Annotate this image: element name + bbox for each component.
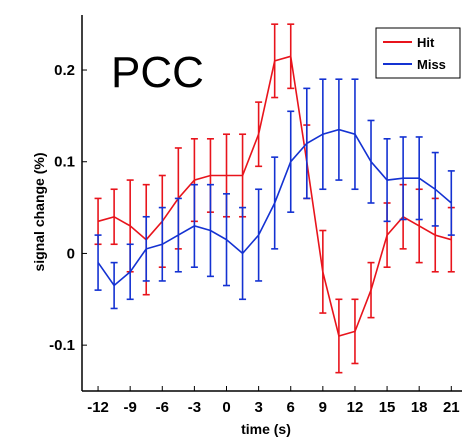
legend-box [375, 27, 461, 79]
x-tick-label: 9 [319, 399, 327, 416]
y-tick-label: 0.1 [54, 154, 75, 171]
axes [81, 15, 462, 392]
x-tick-label: 15 [379, 399, 396, 416]
x-tick-label: -12 [87, 399, 109, 416]
y-axis-label: signal change (%) [31, 152, 47, 271]
x-tick-label: 3 [254, 399, 262, 416]
x-ticks: -12 -9 -6 -3 0 3 6 9 12 15 18 21 [87, 386, 460, 416]
x-tick-label: 0 [222, 399, 230, 416]
x-tick-label: 6 [287, 399, 295, 416]
y-tick-label: 0.2 [54, 62, 75, 79]
y-tick-label: -0.1 [49, 337, 75, 354]
hit-legend-label: Hit [417, 35, 435, 50]
x-tick-label: -3 [188, 399, 201, 416]
panel-title: PCC [111, 48, 204, 97]
x-tick-label: 12 [347, 399, 364, 416]
x-axis-label: time (s) [241, 421, 291, 437]
miss-series [94, 78, 455, 310]
y-tick-label: 0 [67, 245, 75, 262]
x-tick-label: 18 [411, 399, 428, 416]
legend: Hit Miss [375, 27, 461, 79]
x-tick-label: -9 [123, 399, 136, 416]
x-tick-label: 21 [443, 399, 460, 416]
series-group [94, 23, 455, 374]
miss-legend-label: Miss [417, 57, 446, 72]
y-ticks: -0.1 0 0.1 0.2 [49, 62, 87, 354]
x-tick-label: -6 [156, 399, 169, 416]
